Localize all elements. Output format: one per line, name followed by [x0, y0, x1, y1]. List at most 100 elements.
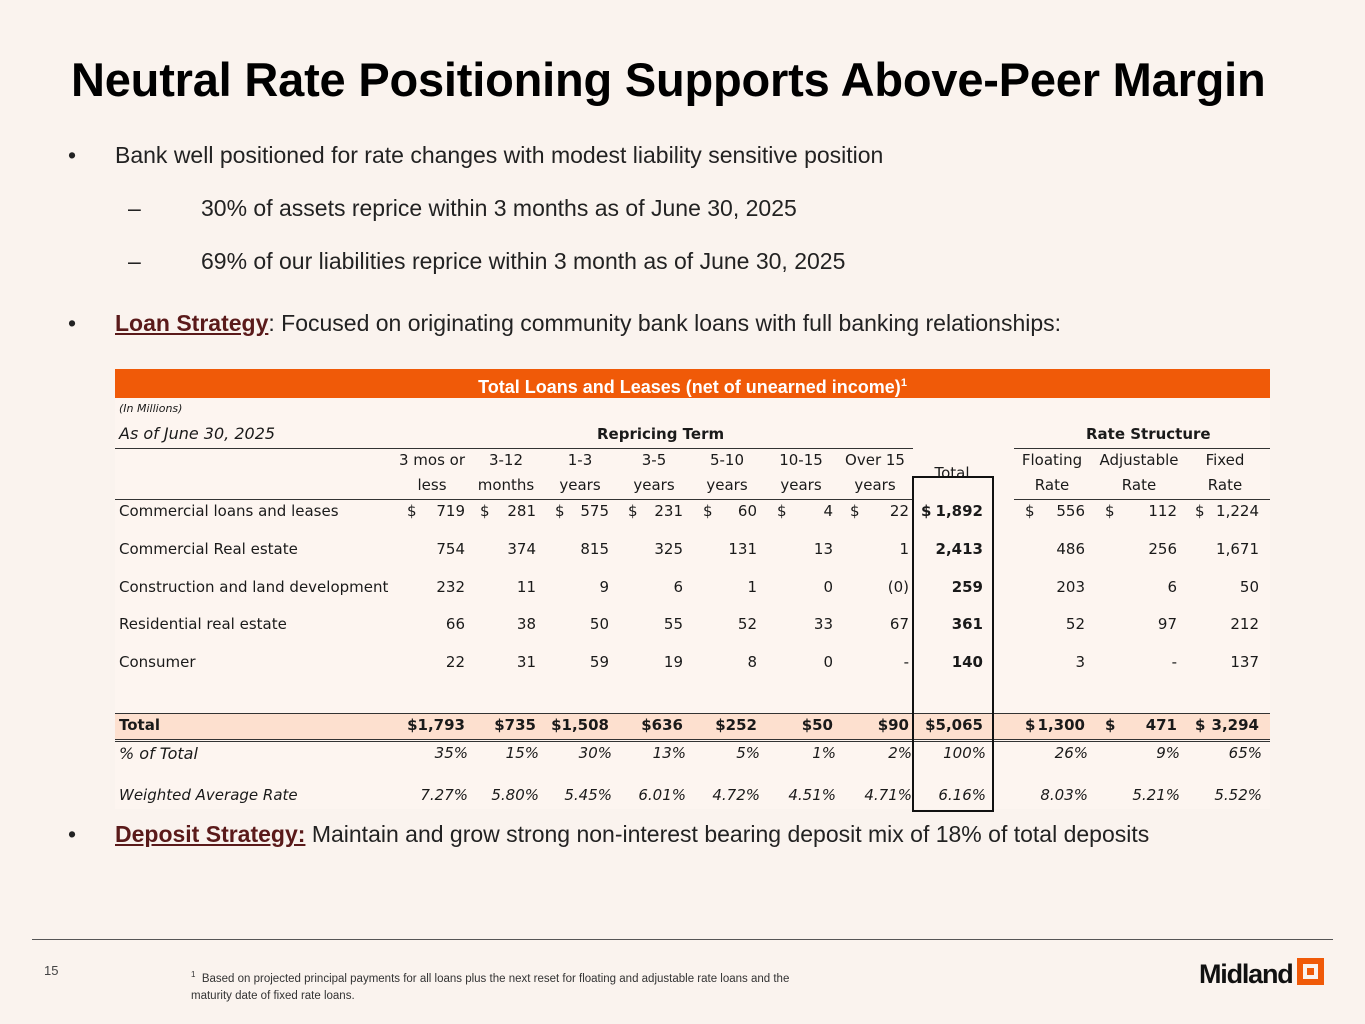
table-cell: 33 [813, 615, 833, 633]
sub-bullet-text: 69% of our liabilities reprice within 3 … [201, 248, 846, 274]
table-cell: 50 [1239, 578, 1259, 596]
war-cell: 5.80% [491, 786, 539, 804]
pct-cell: 35% [434, 744, 468, 762]
dollar-sign: $ [1105, 502, 1115, 520]
row-label: Construction and land development [119, 578, 389, 596]
table-cell: 815 [580, 540, 609, 558]
table-body: (In Millions) As of June 30, 2025 Repricin… [115, 398, 1270, 812]
sub-bullet-text: 30% of assets reprice within 3 months as… [201, 195, 797, 221]
total-cell: $252 [715, 716, 757, 734]
footnote-text: Based on projected principal payments fo… [191, 972, 790, 1002]
logo-mark-icon [1297, 958, 1324, 985]
col-header: 3-5 [641, 451, 667, 469]
total-cell: 1,300 [1037, 716, 1085, 734]
war-cell: 8.03% [1040, 786, 1088, 804]
table-cell: 22 [889, 502, 909, 520]
table-cell: 55 [663, 615, 683, 633]
dollar-sign: $ [703, 502, 713, 520]
dollar-sign: $ [1025, 716, 1036, 734]
col-header: 1-3 [567, 451, 593, 469]
total-cell: $90 [877, 716, 909, 734]
bullet-marker: • [68, 821, 77, 847]
pct-cell: 2% [888, 744, 912, 762]
dollar-sign: $ [555, 502, 565, 520]
dollar-sign: $ [1025, 502, 1035, 520]
table-cell: 231 [654, 502, 683, 520]
table-cell: 2,413 [935, 540, 983, 558]
page-title: Neutral Rate Positioning Supports Above-… [71, 53, 1266, 106]
table-title: Total Loans and Leases (net of unearned … [478, 377, 901, 397]
group-repricing-term: Repricing Term [597, 425, 725, 443]
table-cell: 232 [436, 578, 465, 596]
table-cell: - [903, 653, 909, 671]
pct-label: % of Total [119, 744, 198, 763]
dash-marker: – [128, 195, 141, 221]
dollar-sign: $ [1195, 716, 1206, 734]
col-header: Adjustable [1099, 451, 1179, 469]
pct-cell: 65% [1228, 744, 1262, 762]
total-row-highlight [115, 714, 1270, 740]
total-rule [115, 713, 1270, 714]
total-column-box [912, 476, 994, 812]
pct-cell: 100% [943, 744, 986, 762]
war-cell: 4.72% [712, 786, 760, 804]
table-cell: 281 [507, 502, 536, 520]
table-cell: 6 [673, 578, 683, 596]
dollar-sign: $ [1195, 502, 1205, 520]
col-header: Rate [1034, 476, 1070, 494]
table-cell: 50 [589, 615, 609, 633]
as-of-label: As of June 30, 2025 [119, 424, 276, 443]
col-header: Fixed [1205, 451, 1245, 469]
table-cell: 97 [1157, 615, 1177, 633]
header-rule [115, 499, 913, 500]
war-cell: 5.52% [1214, 786, 1262, 804]
table-cell: 131 [728, 540, 757, 558]
pct-cell: 15% [505, 744, 539, 762]
table-cell: 137 [1230, 653, 1259, 671]
loan-strategy-text: : Focused on originating community bank … [268, 310, 1062, 336]
table-cell: - [1171, 653, 1177, 671]
dollar-sign: $ [480, 502, 490, 520]
table-cell: 0 [823, 578, 833, 596]
table-cell: 112 [1148, 502, 1177, 520]
table-cell: 52 [1065, 615, 1085, 633]
total-cell: $1,793 [407, 716, 465, 734]
header-rule [1014, 448, 1270, 449]
table-cell: 8 [747, 653, 757, 671]
table-header: Total Loans and Leases (net of unearned … [115, 369, 1270, 398]
war-cell: 6.16% [938, 786, 986, 804]
table-cell: 67 [889, 615, 909, 633]
table-cell: 4 [823, 502, 833, 520]
col-header: years [559, 476, 601, 494]
dollar-sign: $ [1105, 716, 1116, 734]
pct-cell: 1% [812, 744, 836, 762]
table-cell: 719 [436, 502, 465, 520]
table-cell: 9 [599, 578, 609, 596]
war-label: Weighted Average Rate [119, 786, 298, 804]
row-label: Residential real estate [119, 615, 287, 633]
col-header: less [417, 476, 447, 494]
dollar-sign: $ [407, 502, 417, 520]
pct-cell: 5% [736, 744, 760, 762]
table-cell: 31 [516, 653, 536, 671]
table-cell: 52 [737, 615, 757, 633]
footnote: 1 Based on projected principal payments … [191, 966, 831, 1005]
col-header: Floating [1021, 451, 1083, 469]
table-cell: 60 [737, 502, 757, 520]
col-header: months [477, 476, 535, 494]
table-cell: 486 [1056, 540, 1085, 558]
total-cell: 471 [1145, 716, 1177, 734]
col-header: Over 15 [845, 451, 905, 469]
loan-strategy-label: Loan Strategy [115, 310, 269, 336]
table-cell: (0) [887, 578, 909, 596]
bullet-text: Bank well positioned for rate changes wi… [115, 142, 884, 168]
table-cell: 259 [951, 578, 983, 596]
war-cell: 5.21% [1132, 786, 1180, 804]
table-cell: 1,671 [1216, 540, 1259, 558]
table-cell: 3 [1075, 653, 1085, 671]
table-cell: 19 [663, 653, 683, 671]
header-rule [115, 448, 913, 449]
bullet-marker: • [68, 142, 77, 168]
footer-divider [32, 939, 1333, 940]
total-cell: $735 [494, 716, 536, 734]
